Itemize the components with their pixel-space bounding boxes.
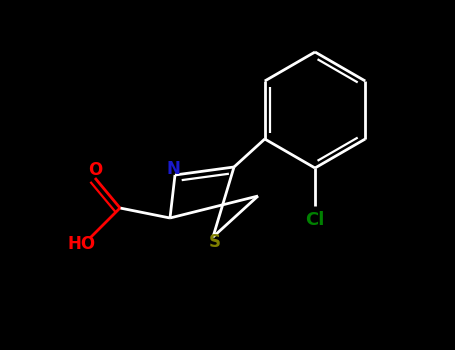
Text: Cl: Cl [305, 211, 325, 229]
Text: HO: HO [68, 235, 96, 253]
Text: O: O [88, 161, 102, 179]
Text: N: N [166, 160, 180, 178]
Text: S: S [209, 233, 221, 251]
